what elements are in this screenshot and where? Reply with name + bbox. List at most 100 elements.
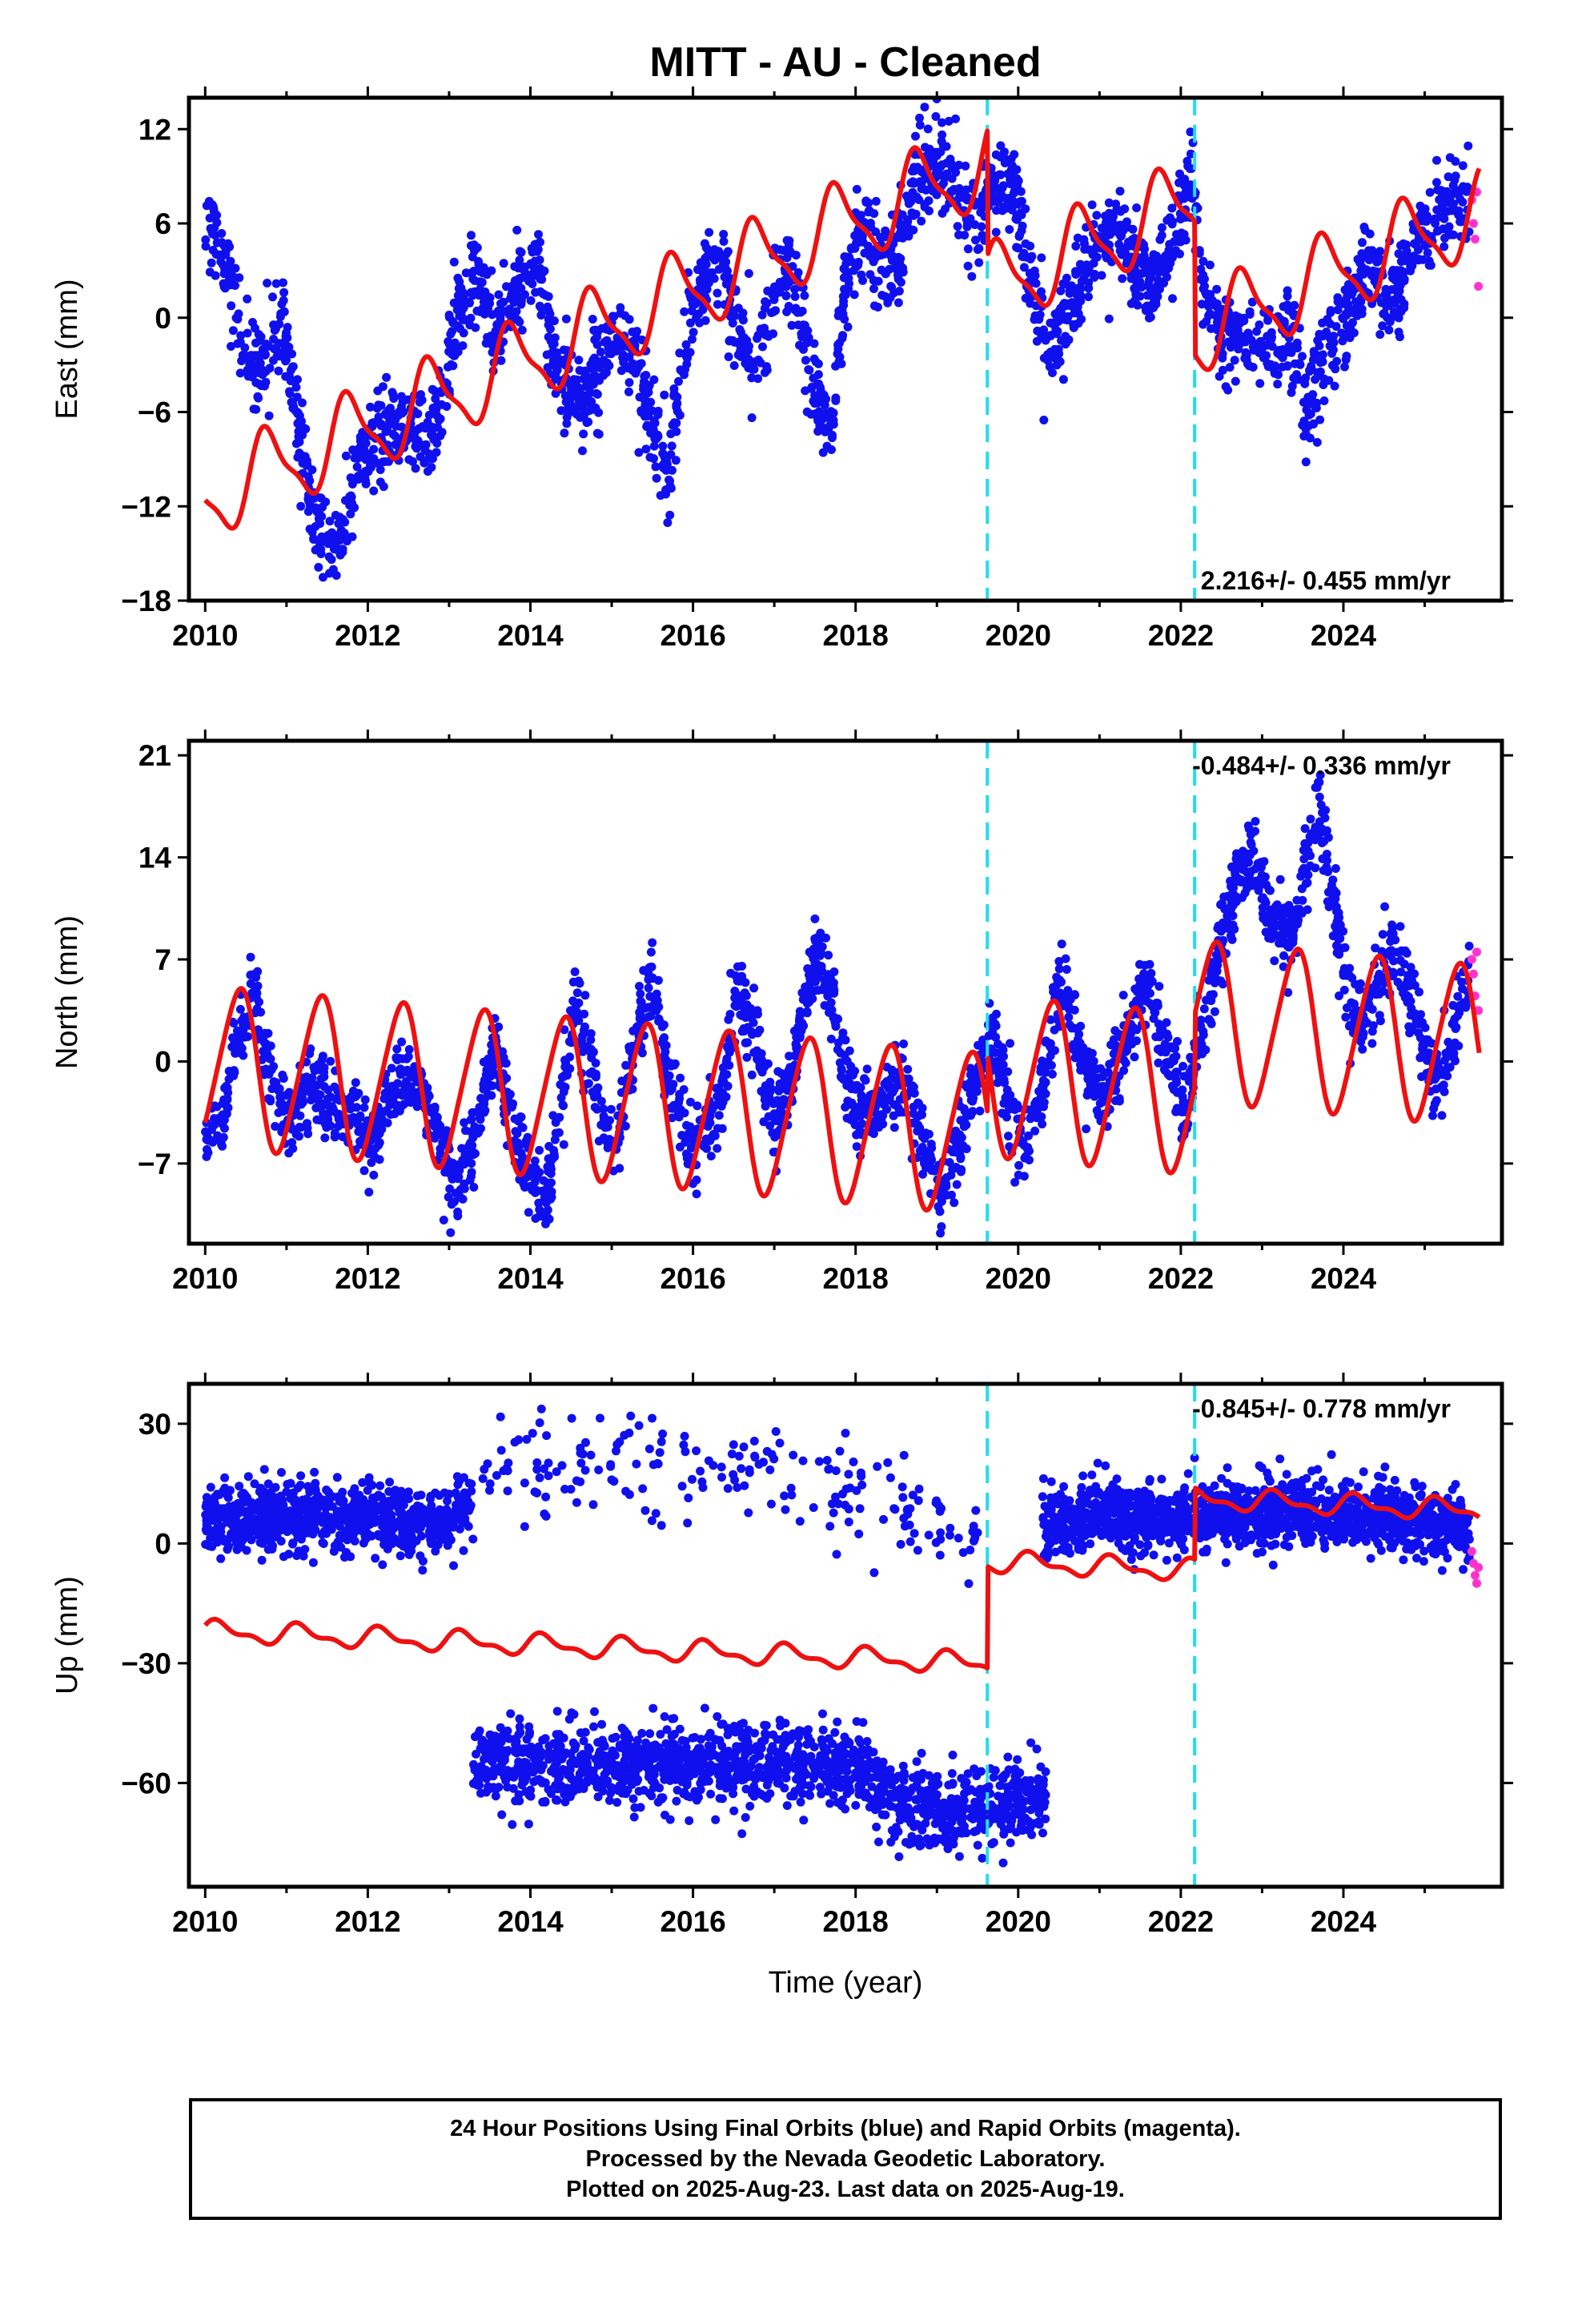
final-point — [705, 227, 714, 237]
final-point — [660, 1042, 669, 1051]
final-point — [575, 366, 584, 375]
final-point — [736, 994, 745, 1003]
final-point — [1389, 956, 1399, 966]
final-point — [885, 293, 895, 303]
final-point — [827, 445, 836, 454]
plot-area — [201, 98, 1484, 601]
final-point — [570, 967, 580, 976]
final-point — [718, 1072, 728, 1082]
final-point — [1395, 286, 1404, 296]
final-point — [1404, 1022, 1414, 1031]
final-point — [756, 358, 765, 368]
final-point — [334, 519, 343, 529]
panels-group: 2010 2012 2014 2016 2018 2020 2022 2024−18−12−6… — [50, 86, 1513, 1938]
final-point — [640, 412, 649, 421]
final-point — [713, 300, 722, 309]
final-point — [1458, 197, 1468, 207]
final-point — [652, 1006, 661, 1015]
final-point — [871, 196, 881, 206]
final-point — [793, 267, 803, 277]
final-point — [487, 266, 496, 275]
final-point — [813, 398, 822, 408]
final-point — [1462, 187, 1472, 196]
final-point — [1411, 1011, 1421, 1019]
final-point — [1464, 141, 1473, 151]
final-point — [397, 422, 407, 432]
final-point — [460, 1184, 469, 1193]
final-point — [1283, 361, 1292, 371]
final-point — [1337, 328, 1347, 338]
final-point — [1142, 291, 1152, 300]
final-point — [701, 254, 710, 263]
final-point — [360, 439, 369, 448]
final-point — [334, 1122, 343, 1131]
final-point — [936, 1228, 946, 1238]
final-point — [565, 1052, 575, 1062]
final-point — [909, 1102, 918, 1112]
final-point — [534, 230, 543, 239]
final-point — [720, 255, 729, 264]
final-point — [857, 232, 867, 242]
final-point — [445, 1184, 455, 1193]
final-point — [1298, 420, 1307, 430]
final-point — [1154, 1058, 1163, 1068]
final-point — [1122, 217, 1131, 227]
final-point — [641, 371, 651, 380]
final-point — [439, 1216, 448, 1224]
final-point — [645, 991, 655, 1001]
final-point — [1058, 375, 1068, 384]
final-point — [560, 428, 569, 438]
final-point — [923, 124, 933, 134]
final-point — [991, 227, 1001, 237]
final-point — [1373, 251, 1383, 259]
final-point — [624, 315, 634, 324]
x-tick-label: 2012 — [335, 619, 400, 652]
final-point — [669, 384, 679, 393]
final-point — [909, 225, 918, 235]
final-point — [1255, 379, 1265, 388]
final-point — [1340, 362, 1349, 372]
final-point — [512, 292, 522, 302]
final-point — [797, 988, 807, 998]
final-point — [1015, 230, 1024, 239]
final-point — [675, 348, 685, 358]
final-point — [1225, 313, 1235, 322]
final-point — [1205, 309, 1215, 318]
final-point — [1061, 279, 1070, 289]
final-point — [1012, 243, 1022, 252]
final-point — [510, 276, 520, 285]
final-point — [831, 393, 841, 403]
final-point — [1303, 846, 1313, 856]
final-point — [496, 316, 505, 326]
final-point — [1439, 242, 1449, 251]
final-point — [359, 1166, 369, 1176]
final-point — [893, 298, 903, 308]
final-point — [1359, 223, 1369, 231]
final-point — [1297, 884, 1307, 894]
final-point — [954, 160, 964, 170]
final-point — [742, 1052, 752, 1062]
final-point — [719, 230, 729, 239]
final-point — [307, 528, 317, 537]
x-tick-label: 2018 — [823, 619, 889, 652]
final-point — [616, 303, 625, 312]
final-point — [1204, 1015, 1214, 1025]
final-point — [977, 222, 986, 231]
final-point — [1045, 362, 1054, 372]
final-point — [383, 1118, 392, 1128]
final-point — [672, 418, 681, 428]
final-point — [1417, 1051, 1427, 1060]
final-point — [520, 262, 529, 271]
final-point — [1300, 824, 1310, 834]
final-point — [1196, 264, 1206, 274]
final-point — [713, 288, 722, 298]
final-point — [1325, 319, 1335, 328]
final-point — [1295, 904, 1304, 914]
final-point — [295, 1123, 304, 1132]
final-point — [1018, 221, 1027, 231]
final-point — [1279, 951, 1288, 960]
final-point — [1012, 215, 1022, 224]
final-point — [1092, 211, 1102, 220]
final-point — [1313, 368, 1323, 377]
final-point — [295, 1132, 303, 1141]
